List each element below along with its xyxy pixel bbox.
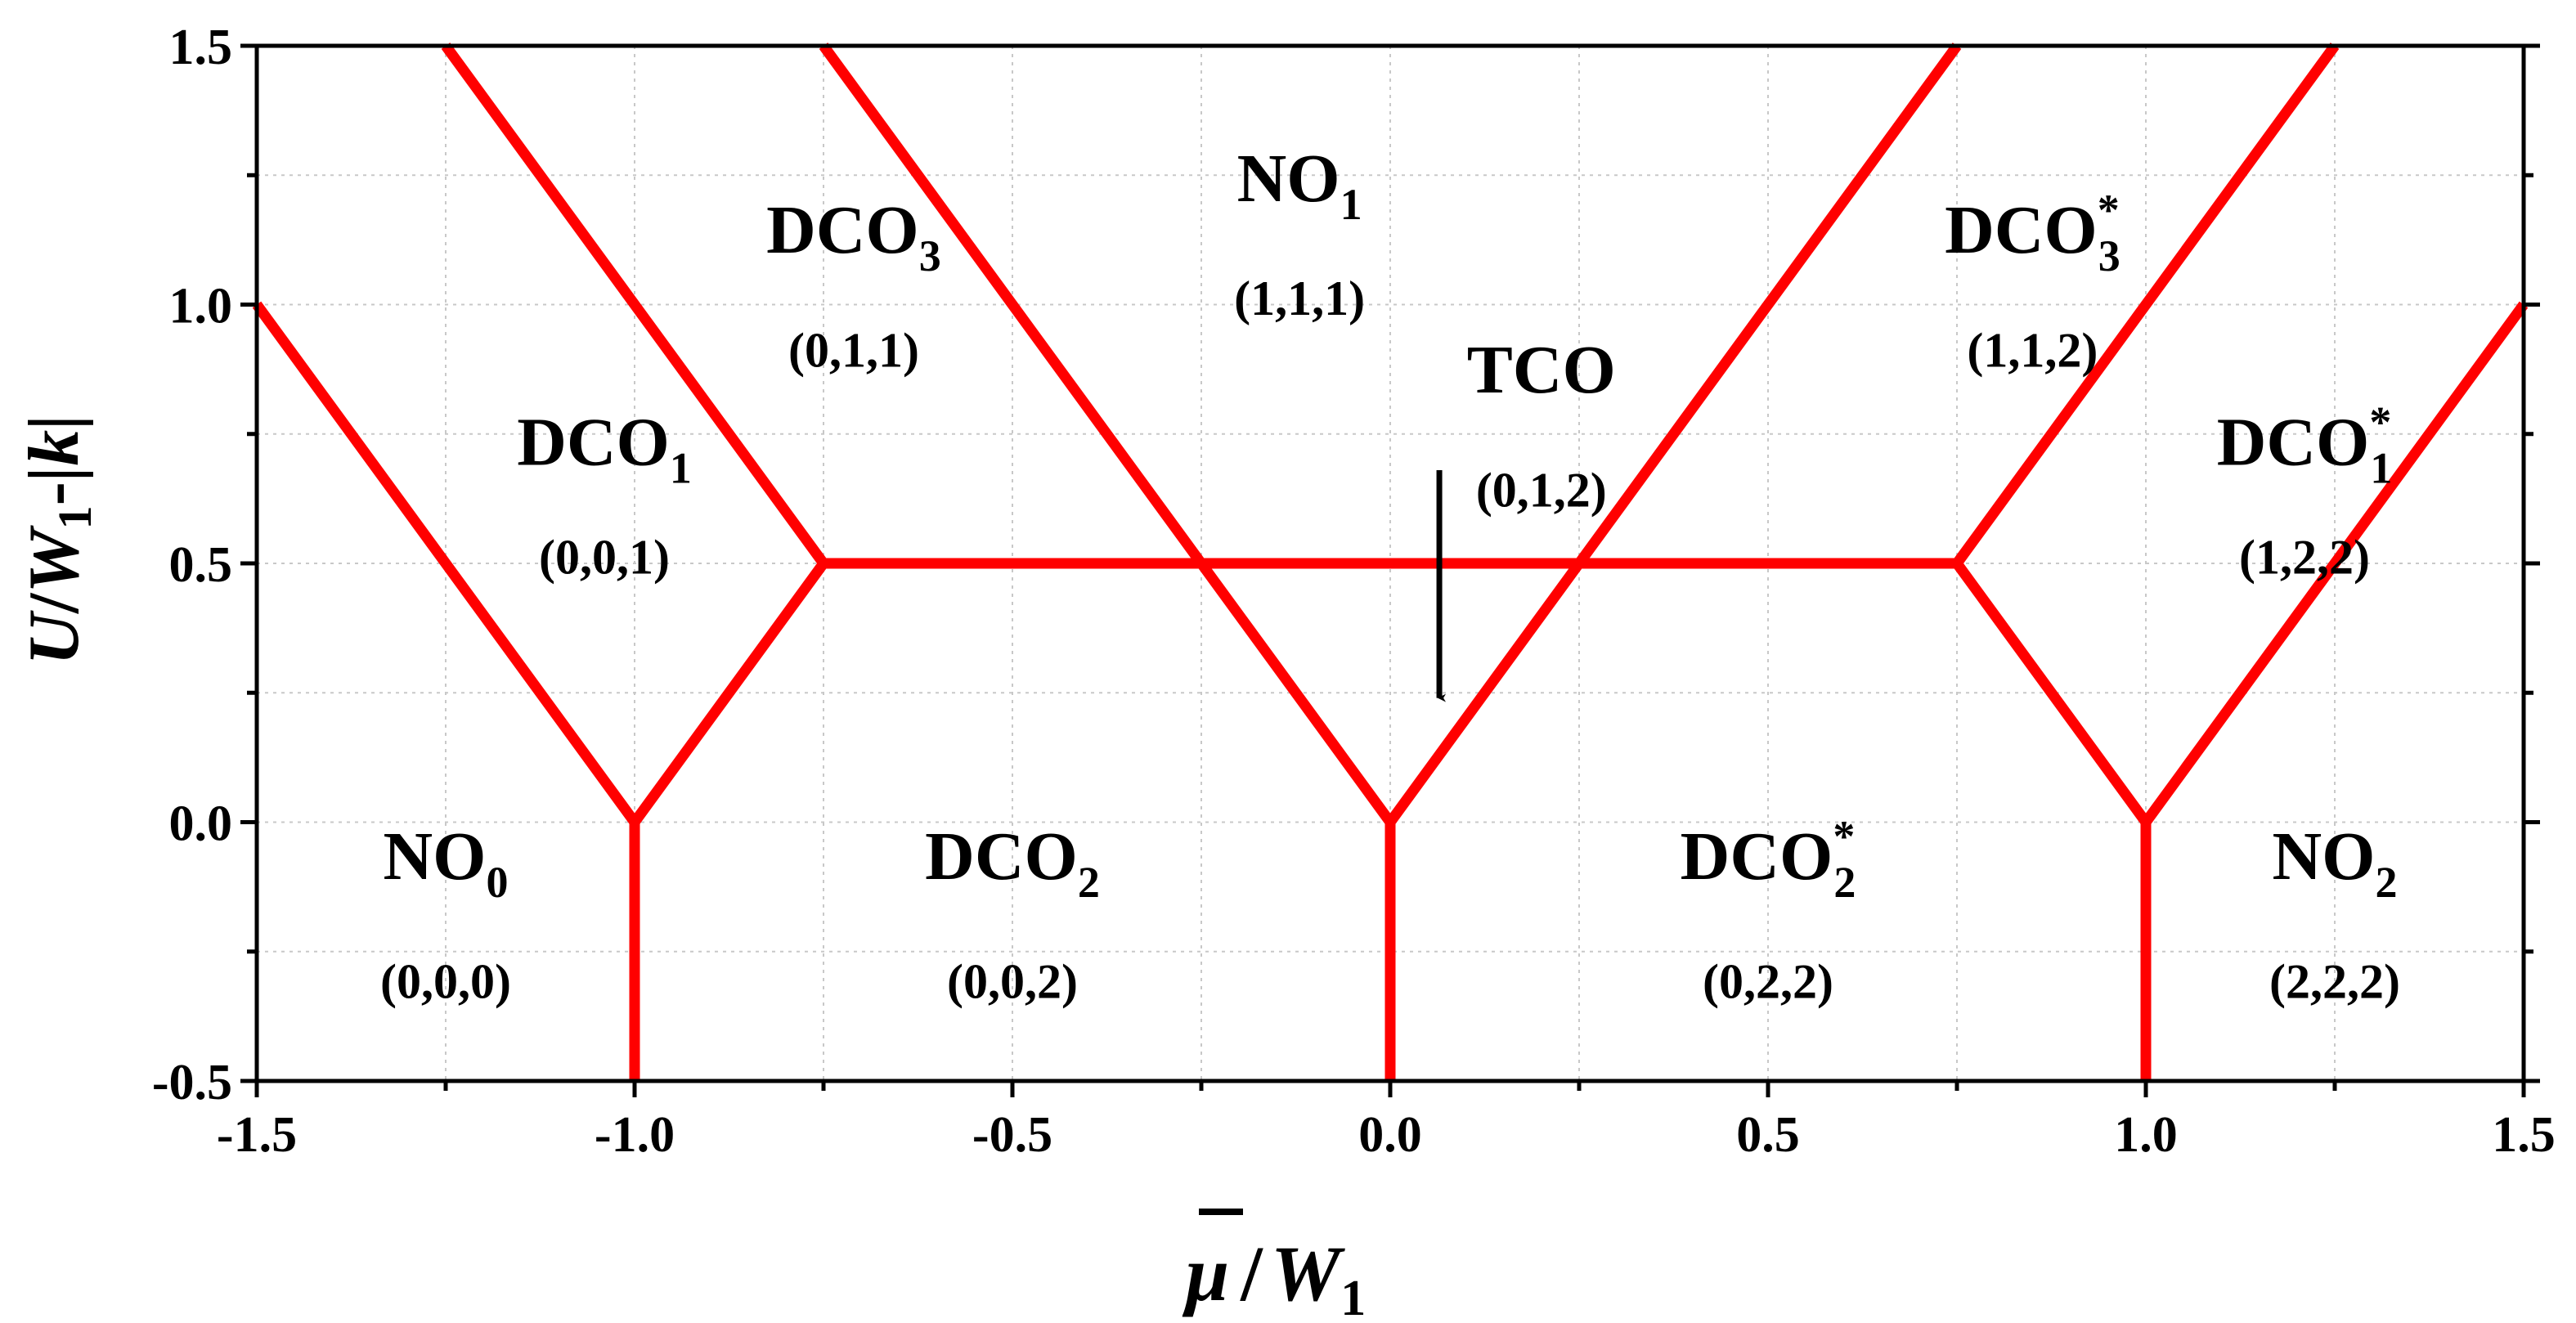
boundary-6-line (819, 43, 1395, 826)
x-tick-label: -0.5 (972, 1107, 1052, 1163)
region-name: DCO* 2 (1681, 812, 1856, 907)
region-name: DCO1 (517, 405, 692, 493)
boundary-7-line (1385, 43, 1962, 826)
boundary-3-line (630, 560, 828, 826)
y-axis-title: U/W1-|k| (15, 414, 101, 665)
x-axis-title: μ / W1 (1182, 1230, 1366, 1323)
region-name: NO0 (384, 818, 509, 907)
boundary-1-line (252, 301, 640, 826)
y-axis-title-w: W (15, 525, 94, 594)
x-tick-label: 1.5 (2492, 1107, 2556, 1163)
y-axis-title-k: |k| (15, 414, 94, 482)
boundary-9-line (1952, 43, 2340, 567)
region-occupation: (0,0,2) (947, 955, 1078, 1009)
region-occupation: (1,1,2) (1967, 323, 2098, 377)
region-occupation: (2,2,2) (2269, 955, 2400, 1009)
region-name: DCO* 1 (2217, 398, 2393, 493)
region-occupation: (0,2,2) (1703, 955, 1833, 1009)
x-axis-title-slash: / (1240, 1230, 1263, 1317)
x-tick-label: -1.5 (217, 1107, 297, 1163)
region-name: DCO2 (925, 818, 1100, 907)
y-axis-title-slash: / (15, 592, 94, 614)
x-tick-label: 1.0 (2114, 1107, 2178, 1163)
x-axis-title-sub: 1 (1340, 1271, 1366, 1323)
y-tick-label: -0.5 (152, 1055, 232, 1110)
y-tick-label: 0.5 (169, 537, 233, 593)
region-name: NO1 (1237, 141, 1362, 229)
y-axis-title-u: U (15, 610, 94, 666)
x-axis-title-mu: μ (1182, 1230, 1229, 1317)
region-occupation: (0,1,1) (788, 323, 919, 377)
axis-ticks: -1.5 -1.0 -0.5 0.0 0.5 1.0 1.5 -0.5 0.0 0.5 1.0 1.5 (152, 20, 2556, 1163)
y-axis-title-minus: - (15, 482, 94, 505)
region-occupation: (0,0,0) (380, 955, 511, 1009)
region-occupation: (1,1,1) (1234, 271, 1365, 325)
boundary-10-line (1952, 560, 2151, 826)
boundary-2-line (441, 43, 828, 567)
region-occupation: (0,0,1) (539, 531, 670, 585)
x-tick-label: -1.0 (595, 1107, 675, 1163)
boundary-11-line (2141, 301, 2529, 826)
region-name: DCO3 (766, 192, 941, 280)
region-name: TCO (1467, 332, 1616, 408)
y-tick-label: 1.5 (169, 20, 233, 75)
y-axis-title-sub: 1 (48, 505, 101, 529)
region-occupation: (1,2,2) (2239, 531, 2370, 585)
y-tick-label: 1.0 (169, 279, 233, 334)
region-name: DCO* 3 (1945, 186, 2120, 280)
y-tick-label: 0.0 (169, 796, 233, 852)
region-labels: NO0 (0,0,0) DCO2 (0,0,2) DCO* 2 (0,2,2) NO2 (2,2… (380, 141, 2400, 1009)
x-tick-label: 0.5 (1736, 1107, 1800, 1163)
region-name: NO2 (2273, 818, 2398, 907)
phase-boundaries (252, 43, 2529, 1081)
region-occupation: (0,1,2) (1476, 463, 1607, 517)
x-tick-label: 0.0 (1358, 1107, 1422, 1163)
x-axis-title-w: W (1271, 1230, 1345, 1317)
